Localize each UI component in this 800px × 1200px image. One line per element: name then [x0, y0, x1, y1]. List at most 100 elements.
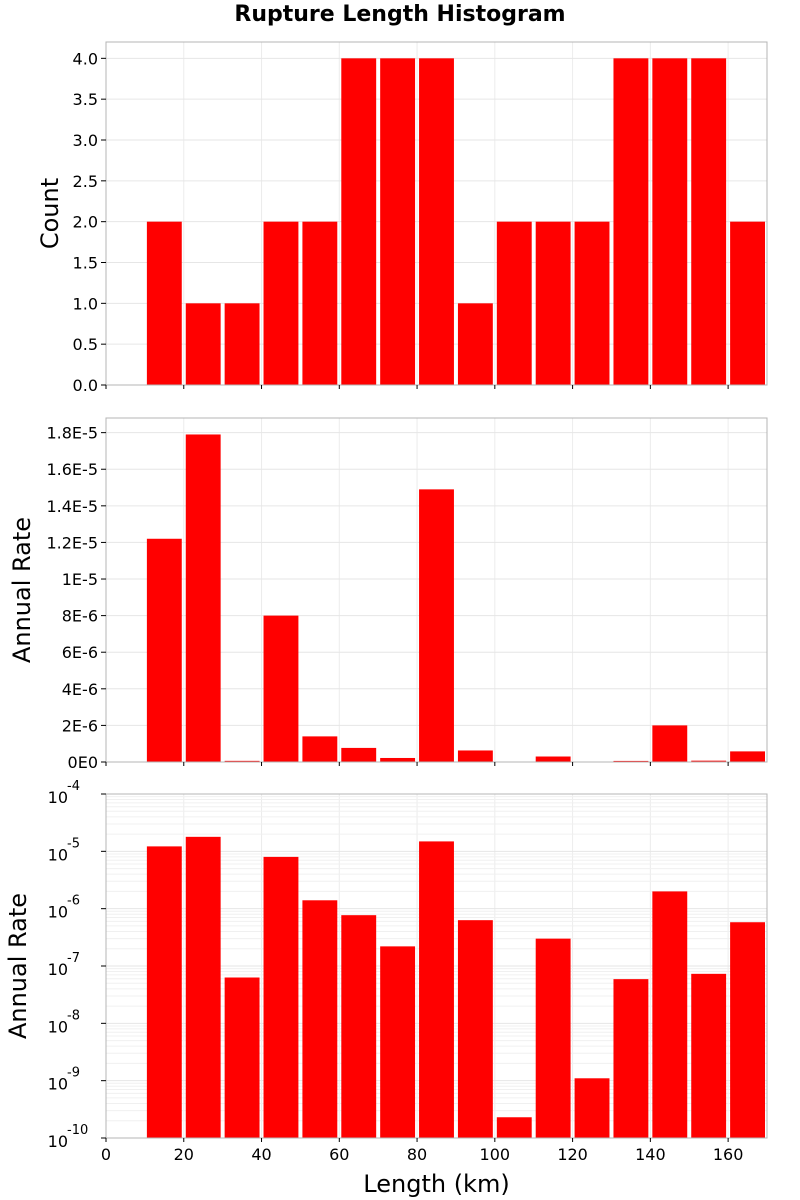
y-tick-label: 2.0 — [73, 213, 98, 232]
histogram-bar — [691, 760, 727, 762]
panel-2: 0E0 2E-6 4E-6 6E-6 8E-6 1E-5 1.2E-5 1.4E-5 1.6E-… — [8, 417, 768, 772]
histogram-bar — [457, 750, 493, 762]
histogram-bar — [457, 303, 493, 385]
histogram-bar — [574, 221, 610, 385]
histogram-bar — [380, 58, 416, 385]
y-tick-label: 1.5 — [73, 254, 98, 273]
histogram-bar — [341, 747, 377, 762]
x-tick-label: 0 — [101, 1145, 111, 1164]
histogram-bar — [224, 760, 260, 762]
histogram-bar — [263, 615, 299, 762]
x-tick-label: 60 — [329, 1145, 349, 1164]
histogram-bar — [613, 979, 649, 1138]
histogram-bar — [535, 938, 571, 1138]
y-tick-label: 1.4E-5 — [46, 497, 98, 516]
histogram-bar — [224, 303, 260, 385]
y-tick-label: 0.0 — [73, 376, 98, 395]
y-tick-exponent: -10 — [67, 1123, 88, 1138]
x-tick-label: 100 — [480, 1145, 511, 1164]
histogram-bar — [574, 1078, 610, 1138]
histogram-bar — [652, 891, 688, 1138]
chart-title: Rupture Length Histogram — [234, 2, 566, 27]
histogram-bar — [613, 760, 649, 762]
histogram-bar — [302, 221, 338, 385]
y-tick-exponent: -5 — [67, 836, 80, 851]
histogram-bar — [146, 846, 182, 1138]
histogram-bar — [341, 58, 377, 385]
y-tick-label: 10 — [48, 1132, 68, 1151]
histogram-bar — [652, 725, 688, 762]
y-tick-label: 0E0 — [68, 753, 98, 772]
histogram-bar — [380, 757, 416, 762]
y-axis-label: Count — [36, 178, 64, 249]
x-tick-label: 20 — [174, 1145, 194, 1164]
y-tick-label: 10 — [48, 1075, 68, 1094]
x-tick-label: 160 — [713, 1145, 744, 1164]
histogram-bar — [730, 751, 765, 762]
y-tick-label: 10 — [48, 960, 68, 979]
y-tick-label: 1.2E-5 — [46, 533, 98, 552]
histogram-bar — [419, 58, 454, 385]
y-tick-label: 1.6E-5 — [46, 460, 98, 479]
histogram-bar — [730, 922, 765, 1138]
histogram-bar — [185, 434, 221, 762]
x-tick-label: 120 — [557, 1145, 588, 1164]
histogram-bar — [691, 58, 727, 385]
histogram-bar — [302, 900, 338, 1138]
y-tick-label: 10 — [48, 788, 68, 807]
plot-frame — [105, 41, 768, 386]
histogram-bar — [496, 221, 532, 385]
y-tick-label: 10 — [48, 1017, 68, 1036]
y-tick-label: 2.5 — [73, 172, 98, 191]
y-tick-label: 3.0 — [73, 131, 98, 150]
histogram-bar — [302, 736, 338, 762]
histogram-bar — [652, 58, 688, 385]
y-tick-exponent: -6 — [67, 894, 80, 909]
histogram-bar — [691, 973, 727, 1138]
histogram-bar — [146, 538, 182, 762]
plot-frame — [105, 417, 768, 763]
y-axis-label: Annual Rate — [8, 517, 36, 663]
histogram-bar — [457, 920, 493, 1138]
histogram-bar — [185, 836, 221, 1138]
y-tick-exponent: -8 — [67, 1008, 80, 1023]
y-tick-label: 4.0 — [73, 49, 98, 68]
histogram-bar — [613, 58, 649, 385]
histogram-bar — [224, 977, 260, 1138]
y-tick-exponent: -9 — [67, 1066, 80, 1081]
histogram-bar — [380, 946, 416, 1138]
histogram-bar — [263, 221, 299, 385]
histogram-bar — [419, 489, 454, 762]
y-tick-label: 4E-6 — [62, 680, 98, 699]
x-tick-label: 40 — [251, 1145, 271, 1164]
y-tick-exponent: -7 — [67, 951, 80, 966]
y-tick-label: 0.5 — [73, 335, 98, 354]
histogram-bar — [496, 1117, 532, 1138]
y-axis-label: Annual Rate — [4, 893, 32, 1039]
histogram-bar — [535, 756, 571, 762]
y-tick-label: 6E-6 — [62, 643, 98, 662]
y-tick-label: 1.0 — [73, 294, 98, 313]
histogram-bar — [146, 221, 182, 385]
y-tick-label: 3.5 — [73, 90, 98, 109]
y-tick-label: 1.8E-5 — [46, 424, 98, 443]
x-axis-label: Length (km) — [363, 1170, 509, 1198]
y-tick-label: 2E-6 — [62, 716, 98, 735]
y-tick-label: 1E-5 — [62, 570, 98, 589]
histogram-bar — [419, 841, 454, 1138]
histogram-bar — [185, 303, 221, 385]
y-tick-label: 8E-6 — [62, 607, 98, 626]
histogram-bar — [730, 221, 765, 385]
histogram-bar — [341, 915, 377, 1138]
y-tick-label: 10 — [48, 903, 68, 922]
x-tick-label: 140 — [635, 1145, 666, 1164]
y-tick-exponent: -4 — [67, 779, 80, 794]
panel-1: 0.0 0.5 1.0 1.5 2.0 2.5 3.0 3.5 4.0 Count — [36, 41, 768, 395]
x-tick-label: 80 — [407, 1145, 427, 1164]
histogram-bar — [263, 856, 299, 1138]
y-tick-label: 10 — [48, 845, 68, 864]
histogram-bar — [535, 221, 571, 385]
